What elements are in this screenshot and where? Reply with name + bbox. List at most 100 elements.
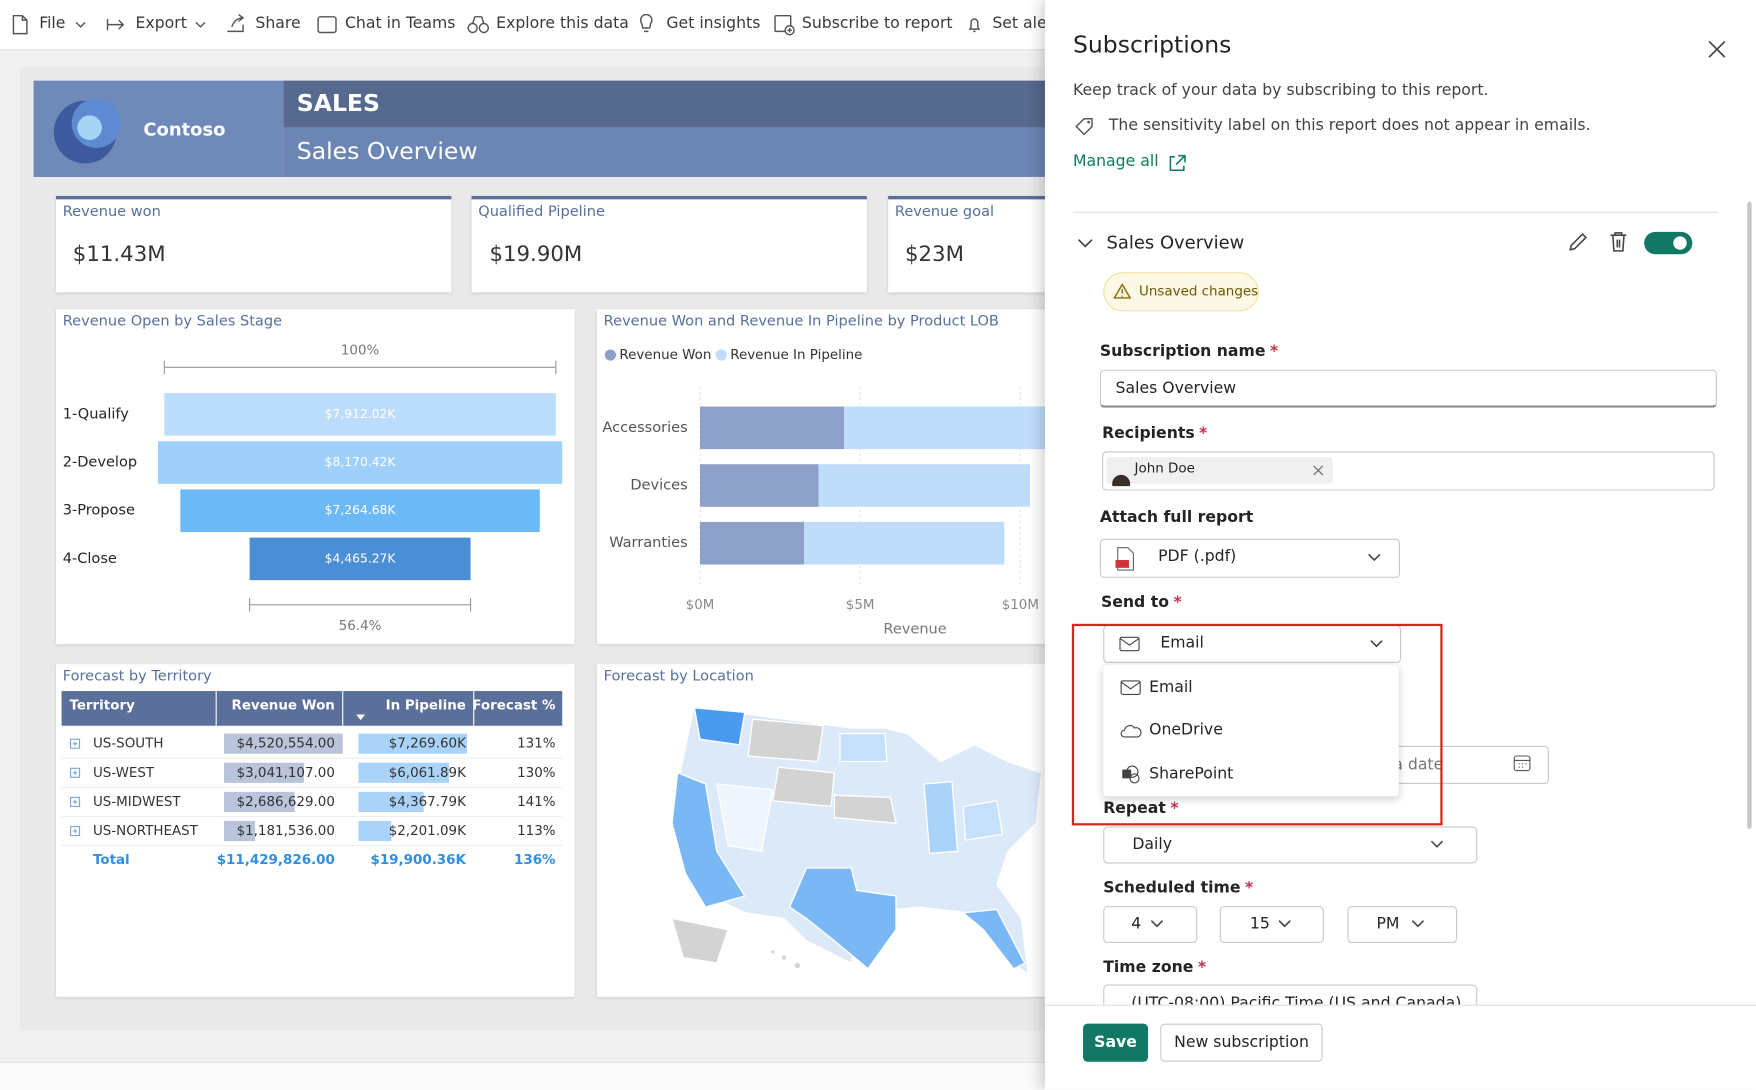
field-label: Scheduled time * xyxy=(1103,879,1253,897)
table-cell: $7,269.60K xyxy=(389,737,467,752)
close-button[interactable] xyxy=(1707,39,1727,59)
funnel-category: 1-Qualify xyxy=(63,405,130,422)
label-text: Scheduled time xyxy=(1103,879,1241,898)
funnel-value-label: $7,912.02K xyxy=(325,407,397,421)
funnel-bar xyxy=(180,489,540,532)
external-link-icon xyxy=(1169,154,1186,172)
subscription-name: Sales Overview xyxy=(1106,231,1245,254)
table-cell: 141% xyxy=(517,795,556,810)
mail-icon xyxy=(1120,680,1141,695)
toolbar-item[interactable]: Explore this data xyxy=(496,14,629,33)
dropdown-option[interactable]: Email xyxy=(1149,678,1193,697)
toolbar-item[interactable]: Share xyxy=(255,14,301,33)
expand-icon xyxy=(70,767,81,778)
toolbar-item[interactable]: Get insights xyxy=(666,14,761,33)
chevron xyxy=(1411,920,1425,928)
total-cell: $11,429,826.00 xyxy=(217,853,335,868)
pdf-icon xyxy=(1115,547,1135,571)
date-input[interactable] xyxy=(1377,745,1549,784)
table-title: Forecast by Territory xyxy=(63,667,212,684)
chevron xyxy=(1430,840,1444,848)
badge-text: Unsaved changes xyxy=(1139,283,1259,300)
x-tick-label: $0M xyxy=(686,598,715,613)
required-mark: * xyxy=(1173,593,1182,612)
logo xyxy=(53,98,121,164)
attach-select[interactable] xyxy=(1099,538,1400,578)
table-cell: $3,041,107.00 xyxy=(237,766,335,781)
funnel-percent: 56.4% xyxy=(339,619,382,634)
table-cell: US-MIDWEST xyxy=(93,795,181,810)
sensitivity-note: The sensitivity label on this report doe… xyxy=(1108,116,1591,135)
timezone-select[interactable]: (UTC-08:00) Pacific Time (US and Canada) xyxy=(1103,984,1478,1005)
toolbar-item[interactable]: Subscribe to report xyxy=(801,14,953,33)
data-bar xyxy=(224,791,295,812)
funnel-bar xyxy=(249,537,471,581)
expand-icon xyxy=(70,738,81,749)
kpi-label: Revenue won xyxy=(62,203,161,221)
report-subtitle: Sales Overview xyxy=(296,137,478,165)
collapse-chevron[interactable] xyxy=(1076,235,1094,251)
manage-all-link[interactable]: Manage all xyxy=(1072,152,1159,171)
expand-icon xyxy=(72,828,78,834)
funnel-category: 2-Develop xyxy=(63,454,137,471)
funnel-percent: 100% xyxy=(341,344,380,359)
brand: Contoso xyxy=(143,118,226,140)
toolbar-item[interactable]: File xyxy=(39,14,66,33)
scrollbar[interactable] xyxy=(1747,201,1752,829)
field-label: Attach full report xyxy=(1099,508,1254,527)
data-bar xyxy=(358,733,468,754)
dropdown-option[interactable]: SharePoint xyxy=(1149,764,1234,783)
field-label: Send to * xyxy=(1101,594,1182,612)
delete-button[interactable] xyxy=(1606,230,1631,255)
dropdown-option[interactable]: OneDrive xyxy=(1149,721,1223,740)
toolbar-icons xyxy=(12,13,981,36)
status-bar xyxy=(0,1061,1045,1090)
edit-button[interactable] xyxy=(1566,230,1591,255)
name-input[interactable] xyxy=(1099,369,1717,408)
input-value: Sales Overview xyxy=(1115,379,1237,398)
toggle[interactable] xyxy=(1643,230,1695,257)
expand-icon xyxy=(70,796,81,807)
field-label: Repeat * xyxy=(1103,800,1178,818)
chevron xyxy=(1150,920,1164,928)
kpi-card xyxy=(56,196,452,293)
required-mark: * xyxy=(1199,424,1208,443)
label-text: Subscription name xyxy=(1099,342,1266,361)
funnel-value-label: $8,170.42K xyxy=(325,455,397,469)
ampm-select[interactable] xyxy=(1347,906,1458,944)
column-header: Revenue Won xyxy=(231,699,334,714)
bar xyxy=(804,521,1005,565)
funnel-value-label: $7,264.68K xyxy=(325,503,397,517)
data-bar xyxy=(224,762,304,783)
toolbar-item[interactable]: Chat in Teams xyxy=(344,14,456,33)
table-cell: US-WEST xyxy=(93,766,155,781)
expand-icon xyxy=(72,770,78,776)
toolbar-item[interactable]: Set alert xyxy=(992,14,1060,33)
funnel-bar xyxy=(164,393,556,436)
select-value: PDF (.pdf) xyxy=(1158,547,1237,566)
table-cell: $6,061.89K xyxy=(389,766,467,781)
kpi-card xyxy=(888,196,1068,293)
chevron xyxy=(1368,553,1381,562)
toolbar-item[interactable]: Export xyxy=(135,14,187,33)
label-text: Repeat xyxy=(1103,799,1166,818)
table-cell: 131% xyxy=(517,737,556,752)
kpi-value: $23M xyxy=(904,241,964,267)
new-subscription-button[interactable]: New subscription xyxy=(1160,1023,1323,1062)
y-tick-label: Accessories xyxy=(602,419,687,436)
highlight-box xyxy=(1071,623,1443,826)
hour-select[interactable] xyxy=(1103,906,1198,944)
data-bar xyxy=(358,762,449,783)
repeat-select[interactable] xyxy=(1103,826,1478,864)
data-bar xyxy=(224,820,256,842)
remove-recipient[interactable] xyxy=(1310,463,1326,479)
table-cell: 113% xyxy=(517,824,556,839)
kpi-value: $19.90M xyxy=(489,241,583,267)
save-button[interactable]: Save xyxy=(1083,1023,1148,1062)
minute-select[interactable] xyxy=(1219,906,1324,944)
chevron xyxy=(1278,920,1291,928)
legend-label: Revenue In Pipeline xyxy=(730,348,862,363)
kpi-card xyxy=(471,196,867,293)
